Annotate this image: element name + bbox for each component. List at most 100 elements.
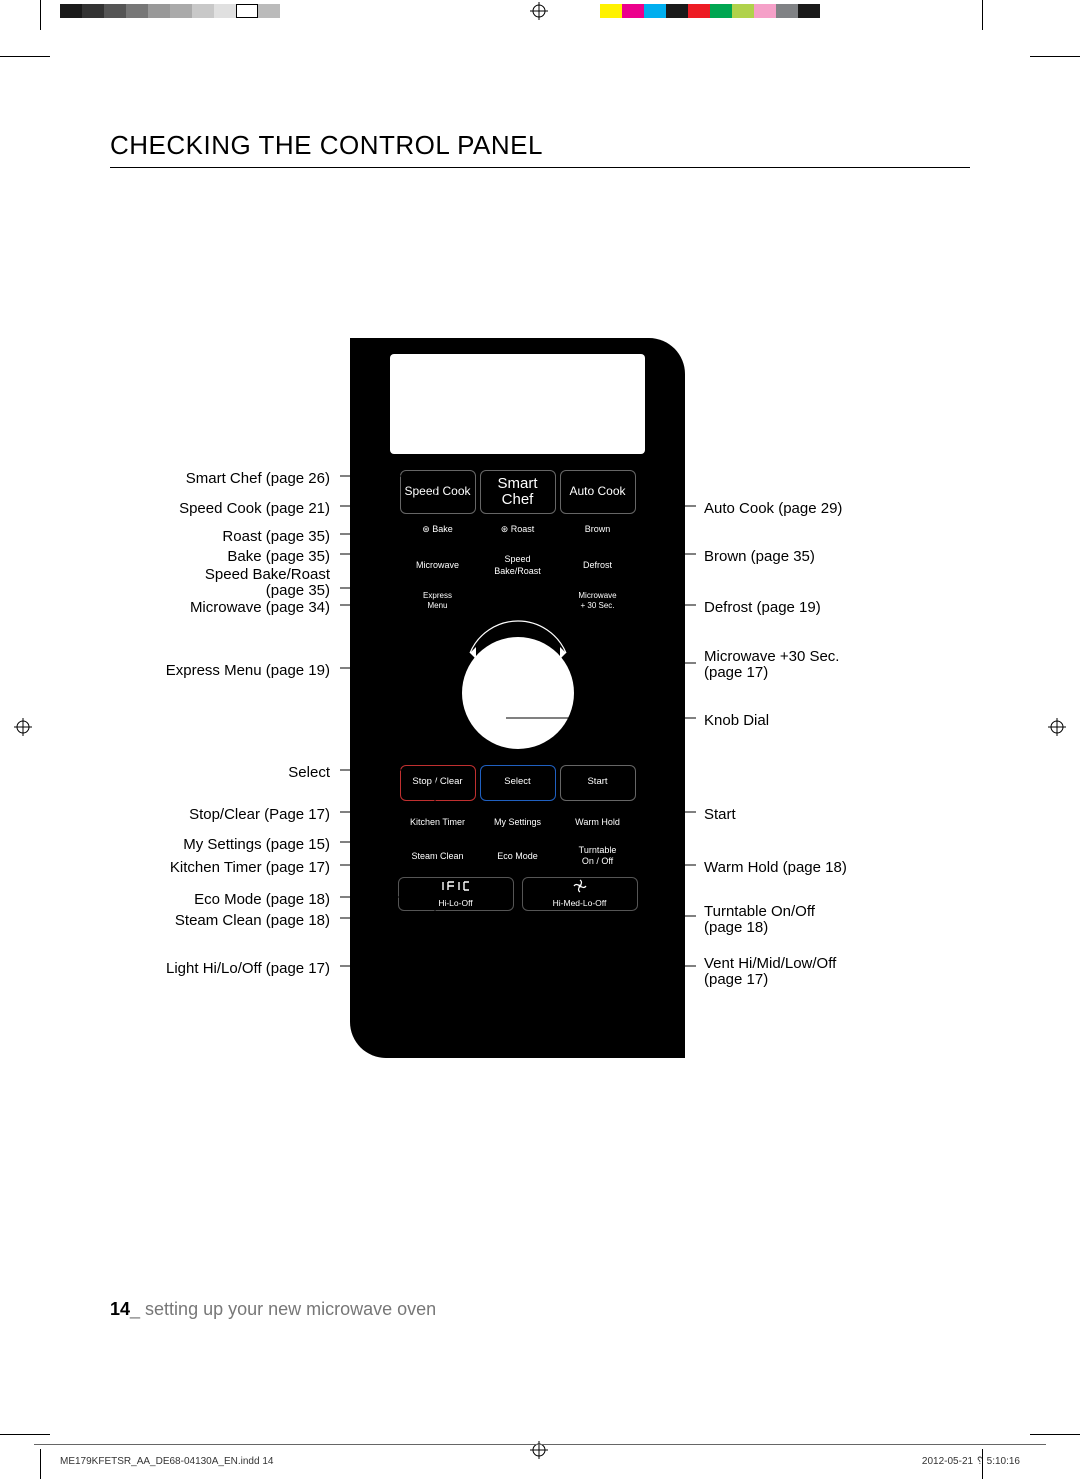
swatch	[214, 4, 236, 18]
callout-label: Light Hi/Lo/Off (page 17)	[166, 960, 330, 977]
callout-label: Kitchen Timer (page 17)	[170, 859, 330, 876]
page-content: CHECKING THE CONTROL PANEL Speed Cook Sm…	[110, 60, 970, 1380]
callout-label: Select	[288, 764, 330, 781]
warm-hold-button[interactable]: Warm Hold	[560, 817, 636, 827]
roast-button[interactable]: ⊛ Roast	[480, 524, 556, 534]
callout-label: My Settings (page 15)	[183, 836, 330, 853]
start-button[interactable]: Start	[560, 765, 636, 801]
callout-label: Turntable On/Off	[704, 903, 815, 920]
microwave-button[interactable]: Microwave	[400, 554, 476, 576]
callout-label: Bake (page 35)	[227, 548, 330, 565]
knob-dial-wrap	[360, 617, 675, 749]
label: My Settings	[494, 817, 541, 827]
swatch	[710, 4, 732, 18]
panel-row-6: Kitchen Timer My Settings Warm Hold	[360, 817, 675, 827]
convection-icon: ⊛ Roast	[501, 524, 535, 534]
steam-clean-button[interactable]: Steam Clean	[400, 845, 476, 867]
swatch	[688, 4, 710, 18]
panel-row-2: ⊛ Bake ⊛ Roast Brown	[360, 524, 675, 534]
callout-label: Auto Cook (page 29)	[704, 500, 842, 517]
callout-label: Stop/Clear (Page 17)	[189, 806, 330, 823]
label: Speed Cook	[404, 485, 470, 498]
crop-mark	[1030, 1434, 1080, 1435]
swatch	[666, 4, 688, 18]
bake-button[interactable]: ⊛ Bake	[400, 524, 476, 534]
label: Defrost	[583, 560, 612, 570]
my-settings-button[interactable]: My Settings	[480, 817, 556, 827]
grayscale-swatch-row	[60, 4, 280, 18]
label: Microwave	[578, 592, 616, 601]
callout-label: (page 35)	[266, 582, 330, 599]
footer-text: setting up your new microwave oven	[145, 1299, 436, 1319]
callout-label: (page 17)	[704, 971, 768, 988]
panel-row-8: Hi-Lo-Off Hi-Med-Lo-Off	[360, 877, 675, 911]
turntable-button[interactable]: Turntable On / Off	[560, 845, 636, 867]
express-menu-button[interactable]: Express Menu	[400, 592, 476, 611]
smart-chef-button[interactable]: Smart Chef	[480, 470, 556, 514]
fan-icon	[573, 880, 587, 892]
select-button[interactable]: Select	[480, 765, 556, 801]
label: Stop / Clear	[412, 777, 462, 787]
page-footer: 14_ setting up your new microwave oven	[110, 1299, 436, 1320]
swatch	[148, 4, 170, 18]
swatch	[192, 4, 214, 18]
stop-clear-button[interactable]: Stop / Clear	[400, 765, 476, 801]
display-window	[390, 354, 645, 454]
light-button[interactable]: Hi-Lo-Off	[398, 877, 514, 911]
callout-label: Speed Bake/Roast	[205, 566, 330, 583]
swatch	[126, 4, 148, 18]
label: Auto Cook	[569, 485, 625, 498]
label: Smart	[497, 476, 537, 493]
swatch	[236, 4, 258, 18]
callout-label: (page 18)	[704, 919, 768, 936]
crop-mark	[982, 0, 983, 30]
swatch	[60, 4, 82, 18]
brown-button[interactable]: Brown	[560, 524, 636, 534]
label: Hi-Lo-Off	[438, 898, 472, 908]
panel-row-3: Microwave Speed Bake/Roast Defrost	[360, 554, 675, 576]
microwave-30sec-button[interactable]: Microwave + 30 Sec.	[560, 592, 636, 611]
swatch	[644, 4, 666, 18]
swatch	[170, 4, 192, 18]
page-number: 14	[110, 1299, 130, 1319]
swatch	[622, 4, 644, 18]
panel-row-7: Steam Clean Eco Mode Turntable On / Off	[360, 845, 675, 867]
vent-button[interactable]: Hi-Med-Lo-Off	[522, 877, 638, 911]
registration-mark-left	[14, 718, 32, 736]
swatch	[732, 4, 754, 18]
label: Menu	[427, 602, 447, 611]
label: Eco Mode	[497, 851, 538, 861]
speed-cook-button[interactable]: Speed Cook	[400, 470, 476, 514]
crop-mark	[40, 0, 41, 30]
swatch	[798, 4, 820, 18]
crop-mark	[0, 1434, 50, 1435]
speed-bake-roast-button[interactable]: Speed Bake/Roast	[480, 554, 556, 576]
eco-mode-button[interactable]: Eco Mode	[480, 845, 556, 867]
swatch	[82, 4, 104, 18]
callout-label: Knob Dial	[704, 712, 769, 729]
label: Express	[423, 592, 452, 601]
label: Chef	[502, 492, 534, 509]
label: Speed	[504, 554, 530, 564]
label: Start	[587, 777, 607, 787]
panel-row-5: Stop / Clear Select Start	[360, 765, 675, 801]
defrost-button[interactable]: Defrost	[560, 554, 636, 576]
label: + 30 Sec.	[580, 602, 614, 611]
callout-label: Defrost (page 19)	[704, 599, 821, 616]
label: Steam Clean	[411, 851, 463, 861]
convection-icon: ⊛ Bake	[422, 524, 453, 534]
callout-label: Warm Hold (page 18)	[704, 859, 847, 876]
led-icon	[441, 880, 471, 892]
crop-mark	[0, 56, 50, 57]
label: Warm Hold	[575, 817, 620, 827]
callout-label: Express Menu (page 19)	[166, 662, 330, 679]
registration-mark-top	[530, 2, 548, 20]
callout-label: Smart Chef (page 26)	[186, 470, 330, 487]
imprint-left: ME179KFETSR_AA_DE68-04130A_EN.indd 14	[60, 1456, 273, 1467]
auto-cook-button[interactable]: Auto Cook	[560, 470, 636, 514]
heading: CHECKING THE CONTROL PANEL	[110, 130, 970, 168]
callout-label: Vent Hi/Mid/Low/Off	[704, 955, 836, 972]
kitchen-timer-button[interactable]: Kitchen Timer	[400, 817, 476, 827]
callout-label: Microwave +30 Sec.	[704, 648, 839, 665]
label: Bake/Roast	[494, 566, 541, 576]
